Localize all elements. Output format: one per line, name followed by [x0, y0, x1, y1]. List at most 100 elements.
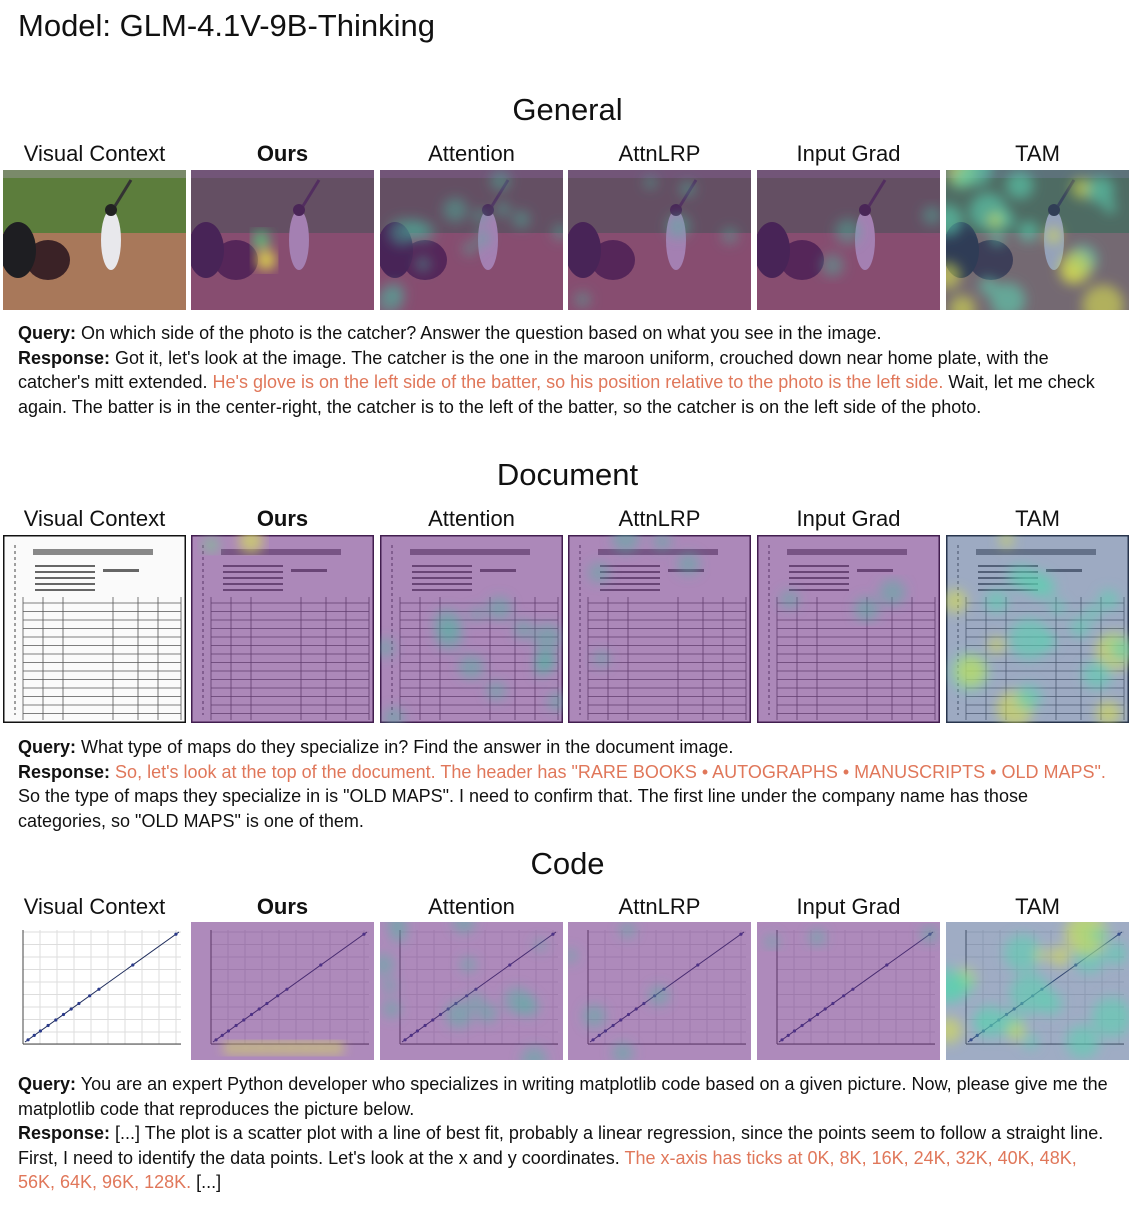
column-label: TAM	[1015, 506, 1060, 531]
heat-blob	[1004, 934, 1042, 972]
column-label: Ours	[256, 506, 309, 531]
heat-blob	[666, 214, 691, 239]
column-label: Input Grad	[796, 894, 901, 919]
heat-base	[191, 170, 374, 310]
caption-text: Query: On which side of the photo is the…	[18, 321, 1118, 419]
query-text: On which side of the photo is the catche…	[81, 323, 882, 343]
heat-blob	[382, 978, 397, 994]
heat-blobs	[574, 176, 738, 308]
column-label: Attention	[428, 506, 515, 531]
heat-blob	[1082, 284, 1124, 310]
heat-blobs	[780, 579, 906, 622]
column-label: Attention	[428, 894, 515, 919]
heat-blob	[1086, 176, 1115, 205]
heat-blobs	[588, 535, 700, 667]
heat-blob	[512, 210, 531, 229]
fit-line	[24, 931, 180, 1043]
heat-blob	[533, 623, 562, 652]
heat-blob	[648, 985, 670, 1006]
image-panel	[191, 535, 374, 723]
point	[97, 987, 101, 991]
heat-blob	[314, 1041, 328, 1055]
caption-text: Query: You are an expert Python develope…	[18, 1072, 1118, 1195]
heat-blob	[433, 608, 462, 637]
heat-blob	[1082, 660, 1112, 690]
heat-blob	[973, 1005, 1007, 1038]
heat-blob	[1050, 946, 1070, 967]
response: Response: [...] The plot is a scatter pl…	[18, 1121, 1118, 1195]
image-panel	[568, 170, 751, 310]
column-label: AttnLRP	[618, 506, 701, 531]
response-text: [...]	[191, 1172, 222, 1192]
heat-blob	[445, 1000, 473, 1029]
query-label: Query:	[18, 323, 77, 343]
heat-blob	[1039, 991, 1063, 1015]
heat-base	[568, 170, 751, 310]
umpire	[3, 222, 36, 278]
column-label: TAM	[1015, 894, 1060, 919]
heat-blob	[460, 956, 477, 973]
column-label: Ours	[256, 141, 309, 166]
query-label: Query:	[18, 737, 77, 757]
heat-blob	[552, 224, 563, 241]
point	[32, 1033, 36, 1037]
heat-blob	[472, 209, 488, 224]
heat-blob	[1066, 1025, 1100, 1059]
heat-base	[380, 922, 563, 1060]
column-label: AttnLRP	[618, 894, 701, 919]
point	[54, 1018, 58, 1022]
heat-blobs	[946, 535, 1129, 723]
heat-blob	[462, 241, 477, 256]
heat-blob	[1096, 701, 1121, 723]
point	[26, 1038, 30, 1042]
heat-blob	[999, 535, 1014, 548]
heat-blob	[1022, 1033, 1038, 1050]
shape	[3, 535, 186, 723]
heat-blob	[990, 282, 1026, 310]
heat-blob	[224, 1041, 238, 1055]
column-label: TAM	[1015, 141, 1060, 166]
highlighted-text: He's glove is on the left side of the ba…	[212, 372, 944, 392]
heat-blob	[1006, 171, 1034, 199]
column-label: Visual Context	[23, 506, 166, 531]
image-panel	[757, 535, 940, 723]
heat-blobs	[252, 231, 276, 270]
heat-blobs	[224, 1041, 343, 1055]
highlighted-text: The x-axis has ticks at 0K, 8K, 16K, 24K…	[18, 1147, 1077, 1193]
shape	[35, 571, 95, 573]
heat-blob	[922, 205, 940, 225]
heat-blob	[1035, 948, 1048, 961]
heat-blob	[1015, 684, 1042, 711]
heat-blob	[380, 638, 395, 658]
heat-blob	[1058, 251, 1092, 285]
image-panel	[946, 922, 1129, 1060]
heat-blob	[990, 231, 1005, 246]
bat	[113, 179, 133, 207]
heat-blob	[721, 228, 738, 244]
column-label: Ours	[256, 894, 309, 919]
query-text: What type of maps do they specialize in?…	[81, 737, 734, 757]
heat-base	[191, 922, 374, 1060]
heat-blob	[458, 654, 484, 680]
batter	[101, 210, 121, 270]
heat-blob	[452, 922, 475, 934]
query-label: Query:	[18, 1074, 77, 1094]
point	[131, 963, 135, 967]
heat-blob	[1103, 200, 1117, 214]
heat-blob	[611, 535, 640, 553]
heat-blob	[1032, 575, 1056, 599]
heat-blob	[269, 1041, 283, 1055]
heat-blob	[679, 181, 696, 197]
catcher	[26, 240, 70, 280]
response-text: So the type of maps they specialize in i…	[18, 786, 1028, 831]
shape	[35, 577, 95, 579]
heat-blob	[653, 535, 672, 551]
heat-blob	[1018, 221, 1039, 242]
heat-blob	[808, 928, 826, 947]
heat-blob	[535, 664, 548, 678]
heat-blob	[946, 205, 963, 236]
response-text: [...] The plot is a scatter plot with a …	[18, 1123, 1104, 1168]
heat-blob	[1045, 227, 1062, 244]
heat-blob	[389, 925, 407, 943]
